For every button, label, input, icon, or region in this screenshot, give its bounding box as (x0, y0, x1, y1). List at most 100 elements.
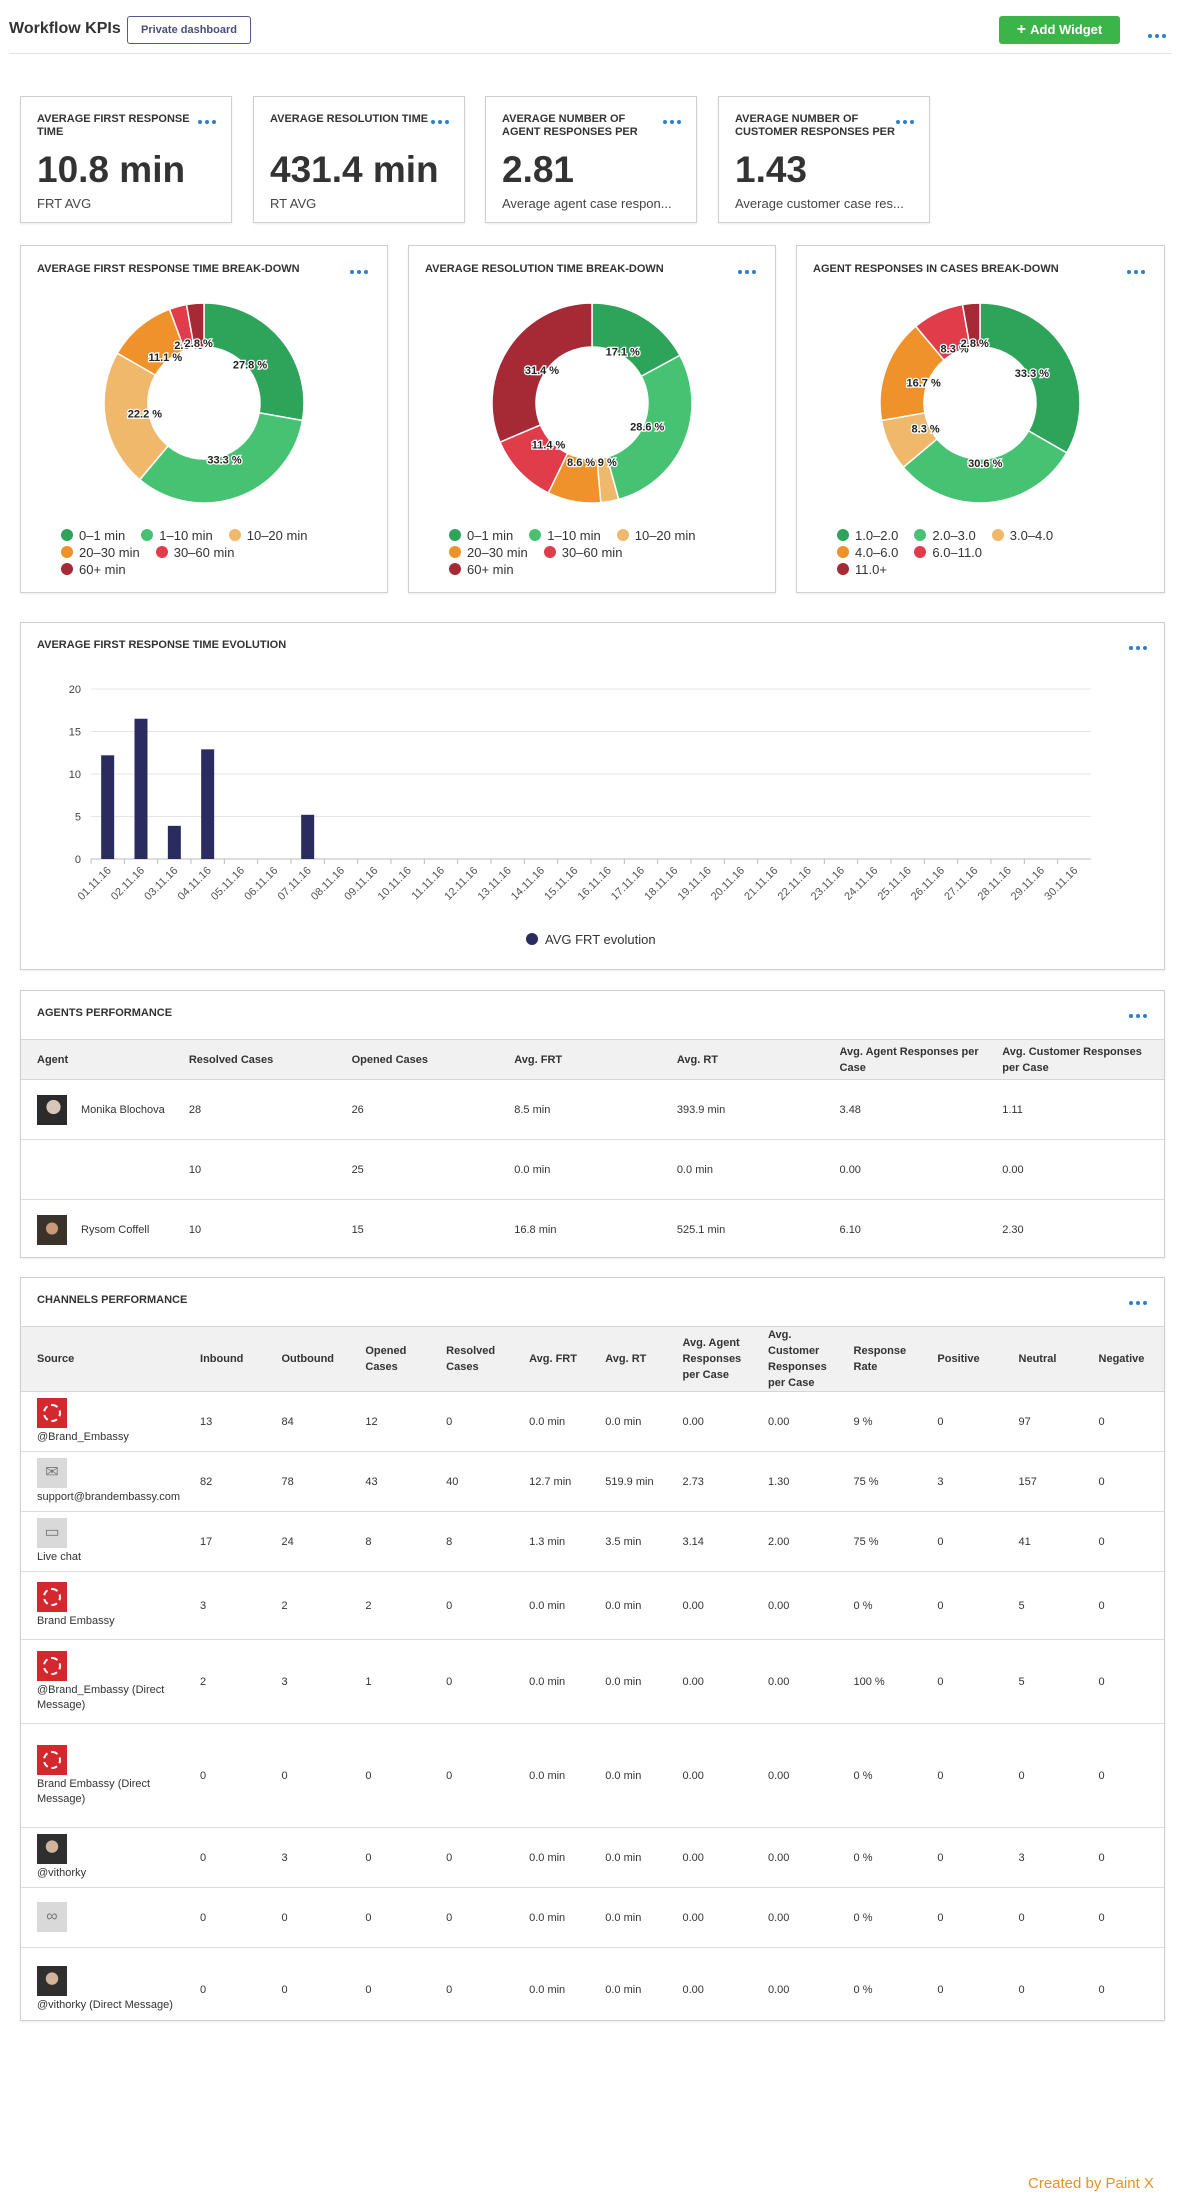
column-header[interactable]: Avg. Customer Responses per Case (752, 1326, 838, 1392)
kpi-subtitle: FRT AVG (37, 196, 92, 211)
kpi-title: AVERAGE NUMBER OF AGENT RESPONSES PER (502, 113, 638, 138)
more-dots-icon[interactable] (894, 113, 915, 131)
table-cell: 0 (430, 1723, 514, 1828)
table-cell: 0 (430, 1571, 514, 1640)
column-header[interactable]: Positive (921, 1326, 1003, 1392)
slice-label: 30.6 % (968, 458, 1002, 470)
table-row[interactable]: ✉ support@brandembassy.com 82 78 43 40 12.7 mi… (21, 1451, 1164, 1512)
more-dots-icon[interactable] (196, 113, 217, 131)
table-cell: 393.9 min (660, 1079, 824, 1140)
legend-item[interactable]: 10–20 min (616, 528, 695, 543)
column-header[interactable]: Negative (1082, 1326, 1164, 1392)
legend-item[interactable]: 60+ min (449, 562, 514, 577)
legend-label: 0–1 min (467, 528, 514, 543)
more-dots-icon[interactable] (1127, 1294, 1148, 1312)
legend-swatch (837, 563, 849, 575)
legend-item[interactable]: 11.0+ (837, 562, 887, 577)
donut-card-rt: AVERAGE RESOLUTION TIME BREAK-DOWN 17.1 … (408, 245, 776, 593)
bar (167, 825, 181, 859)
table-cell: 2.00 (752, 1511, 838, 1572)
legend-item[interactable]: 20–30 min (449, 545, 528, 560)
x-tick-label: 03.11.16 (142, 865, 180, 903)
column-header[interactable]: Avg. RT (660, 1039, 824, 1080)
live-chat-icon: ▭ (37, 1518, 67, 1548)
column-header[interactable]: Resolved Cases (172, 1039, 336, 1080)
column-header[interactable]: Inbound (184, 1326, 266, 1392)
table-row[interactable]: 10 25 0.0 min 0.0 min 0.00 0.00 (21, 1139, 1164, 1200)
more-dots-icon[interactable] (661, 113, 682, 131)
table-cell: 0.00 (752, 1571, 838, 1640)
legend-item[interactable]: 0–1 min (449, 528, 513, 543)
table-row[interactable]: Monika Blochova 28 26 8.5 min 393.9 min … (21, 1079, 1164, 1140)
legend-item[interactable]: 2.0–3.0 (914, 528, 976, 543)
more-dots-icon[interactable] (736, 263, 757, 281)
table-cell: 0.00 (666, 1571, 752, 1640)
kpi-card-agent-responses: AVERAGE NUMBER OF AGENT RESPONSES PER 2.… (485, 96, 697, 223)
source-cell: @vithorky (Direct Message) (21, 1948, 184, 2032)
column-header[interactable]: Avg. Agent Responses per Case (666, 1326, 752, 1392)
column-header[interactable]: Avg. RT (589, 1326, 667, 1392)
column-header[interactable]: Neutral (1002, 1326, 1083, 1392)
table-row[interactable]: ∞ 0 0 0 0 0.0 min 0.0 min 0.00 0.00 0 % 0 0 0 (21, 1887, 1164, 1948)
column-header[interactable]: Avg. Customer Responses per Case (986, 1039, 1164, 1080)
column-header[interactable]: Agent (21, 1039, 173, 1080)
column-header[interactable]: Avg. Agent Responses per Case (823, 1039, 987, 1080)
table-cell: 0 (184, 1887, 266, 1948)
private-dashboard-badge[interactable]: Private dashboard (127, 16, 251, 44)
table-row[interactable]: @Brand_Embassy 13 84 12 0 0.0 min 0.0 min 0.00 0… (21, 1391, 1164, 1452)
more-dots-icon[interactable] (429, 113, 450, 131)
table-cell: 0 % (837, 1571, 922, 1640)
more-dots-icon[interactable] (1127, 1007, 1148, 1025)
bar (134, 718, 148, 859)
table-row[interactable]: @vithorky 0 3 0 0 0.0 min 0.0 min 0.00 0.00 0 % 0 3… (21, 1827, 1164, 1888)
table-row[interactable]: Brand Embassy (Direct Message) 0 0 0 0 0.0 mi… (21, 1723, 1164, 1828)
column-header[interactable]: Outbound (265, 1326, 350, 1392)
x-tick-label: 09.11.16 (342, 865, 380, 903)
table-cell: 0.0 min (513, 1571, 590, 1640)
column-header[interactable]: Source (21, 1326, 185, 1392)
legend-label: 3.0–4.0 (1009, 528, 1054, 543)
more-dots-icon[interactable] (1146, 27, 1167, 45)
table-cell: 12.7 min (513, 1451, 590, 1512)
legend-item[interactable]: 1–10 min (529, 528, 601, 543)
brand-logo-icon (37, 1744, 67, 1775)
legend-item[interactable]: 6.0–11.0 (914, 545, 982, 560)
table-cell: 0.0 min (513, 1391, 590, 1452)
legend-item[interactable]: 30–60 min (543, 545, 622, 560)
table-row[interactable]: Rysom Coffell 10 15 16.8 min 525.1 min 6… (21, 1200, 1164, 1260)
table-cell: 9 % (837, 1391, 922, 1452)
column-header[interactable]: Avg. FRT (498, 1039, 661, 1080)
column-header[interactable]: Response Rate (837, 1326, 922, 1392)
table-row[interactable]: Brand Embassy 3 2 2 0 0.0 min 0.0 min 0.00 0.00 0… (21, 1571, 1164, 1640)
legend-item[interactable]: 10–20 min (228, 528, 307, 543)
legend-item[interactable]: 3.0–4.0 (991, 528, 1054, 543)
legend-swatch (449, 529, 461, 541)
legend-item[interactable]: 1.0–2.0 (837, 528, 898, 543)
column-header[interactable]: Avg. FRT (513, 1326, 590, 1392)
table-cell: 8.5 min (498, 1079, 661, 1140)
column-header[interactable]: Resolved Cases (430, 1326, 514, 1392)
legend-item[interactable]: 20–30 min (61, 545, 140, 560)
add-widget-button[interactable]: + Add Widget (999, 16, 1120, 44)
table-cell: 0.0 min (513, 1639, 590, 1724)
table-row[interactable]: @vithorky (Direct Message) 0 0 0 0 0.0 min 0.0… (21, 1948, 1164, 2032)
legend-item[interactable]: 30–60 min (155, 545, 234, 560)
legend-item[interactable]: 1–10 min (141, 528, 213, 543)
table-row[interactable]: @Brand_Embassy (Direct Message) 2 3 1 0 0.0 m… (21, 1639, 1164, 1724)
table-row[interactable]: ▭ Live chat 17 24 8 8 1.3 min 3.5 min 3.14 2.00 75… (21, 1511, 1164, 1572)
table-cell: 1 (349, 1639, 431, 1724)
legend-item[interactable]: 0–1 min (61, 528, 125, 543)
x-tick-label: 30.11.16 (1042, 865, 1080, 903)
more-dots-icon[interactable] (348, 263, 369, 281)
column-header[interactable]: Opened Cases (335, 1039, 499, 1080)
legend-item[interactable]: 60+ min (61, 562, 126, 577)
bar (101, 755, 115, 859)
more-dots-icon[interactable] (1127, 639, 1148, 657)
legend-item[interactable]: 4.0–6.0 (837, 545, 898, 560)
slice-label: 33.3 % (207, 454, 241, 466)
legend-swatch (141, 529, 154, 541)
more-dots-icon[interactable] (1125, 263, 1146, 281)
column-header[interactable]: Opened Cases (349, 1326, 431, 1392)
table-cell: 6.10 (839, 1223, 861, 1236)
